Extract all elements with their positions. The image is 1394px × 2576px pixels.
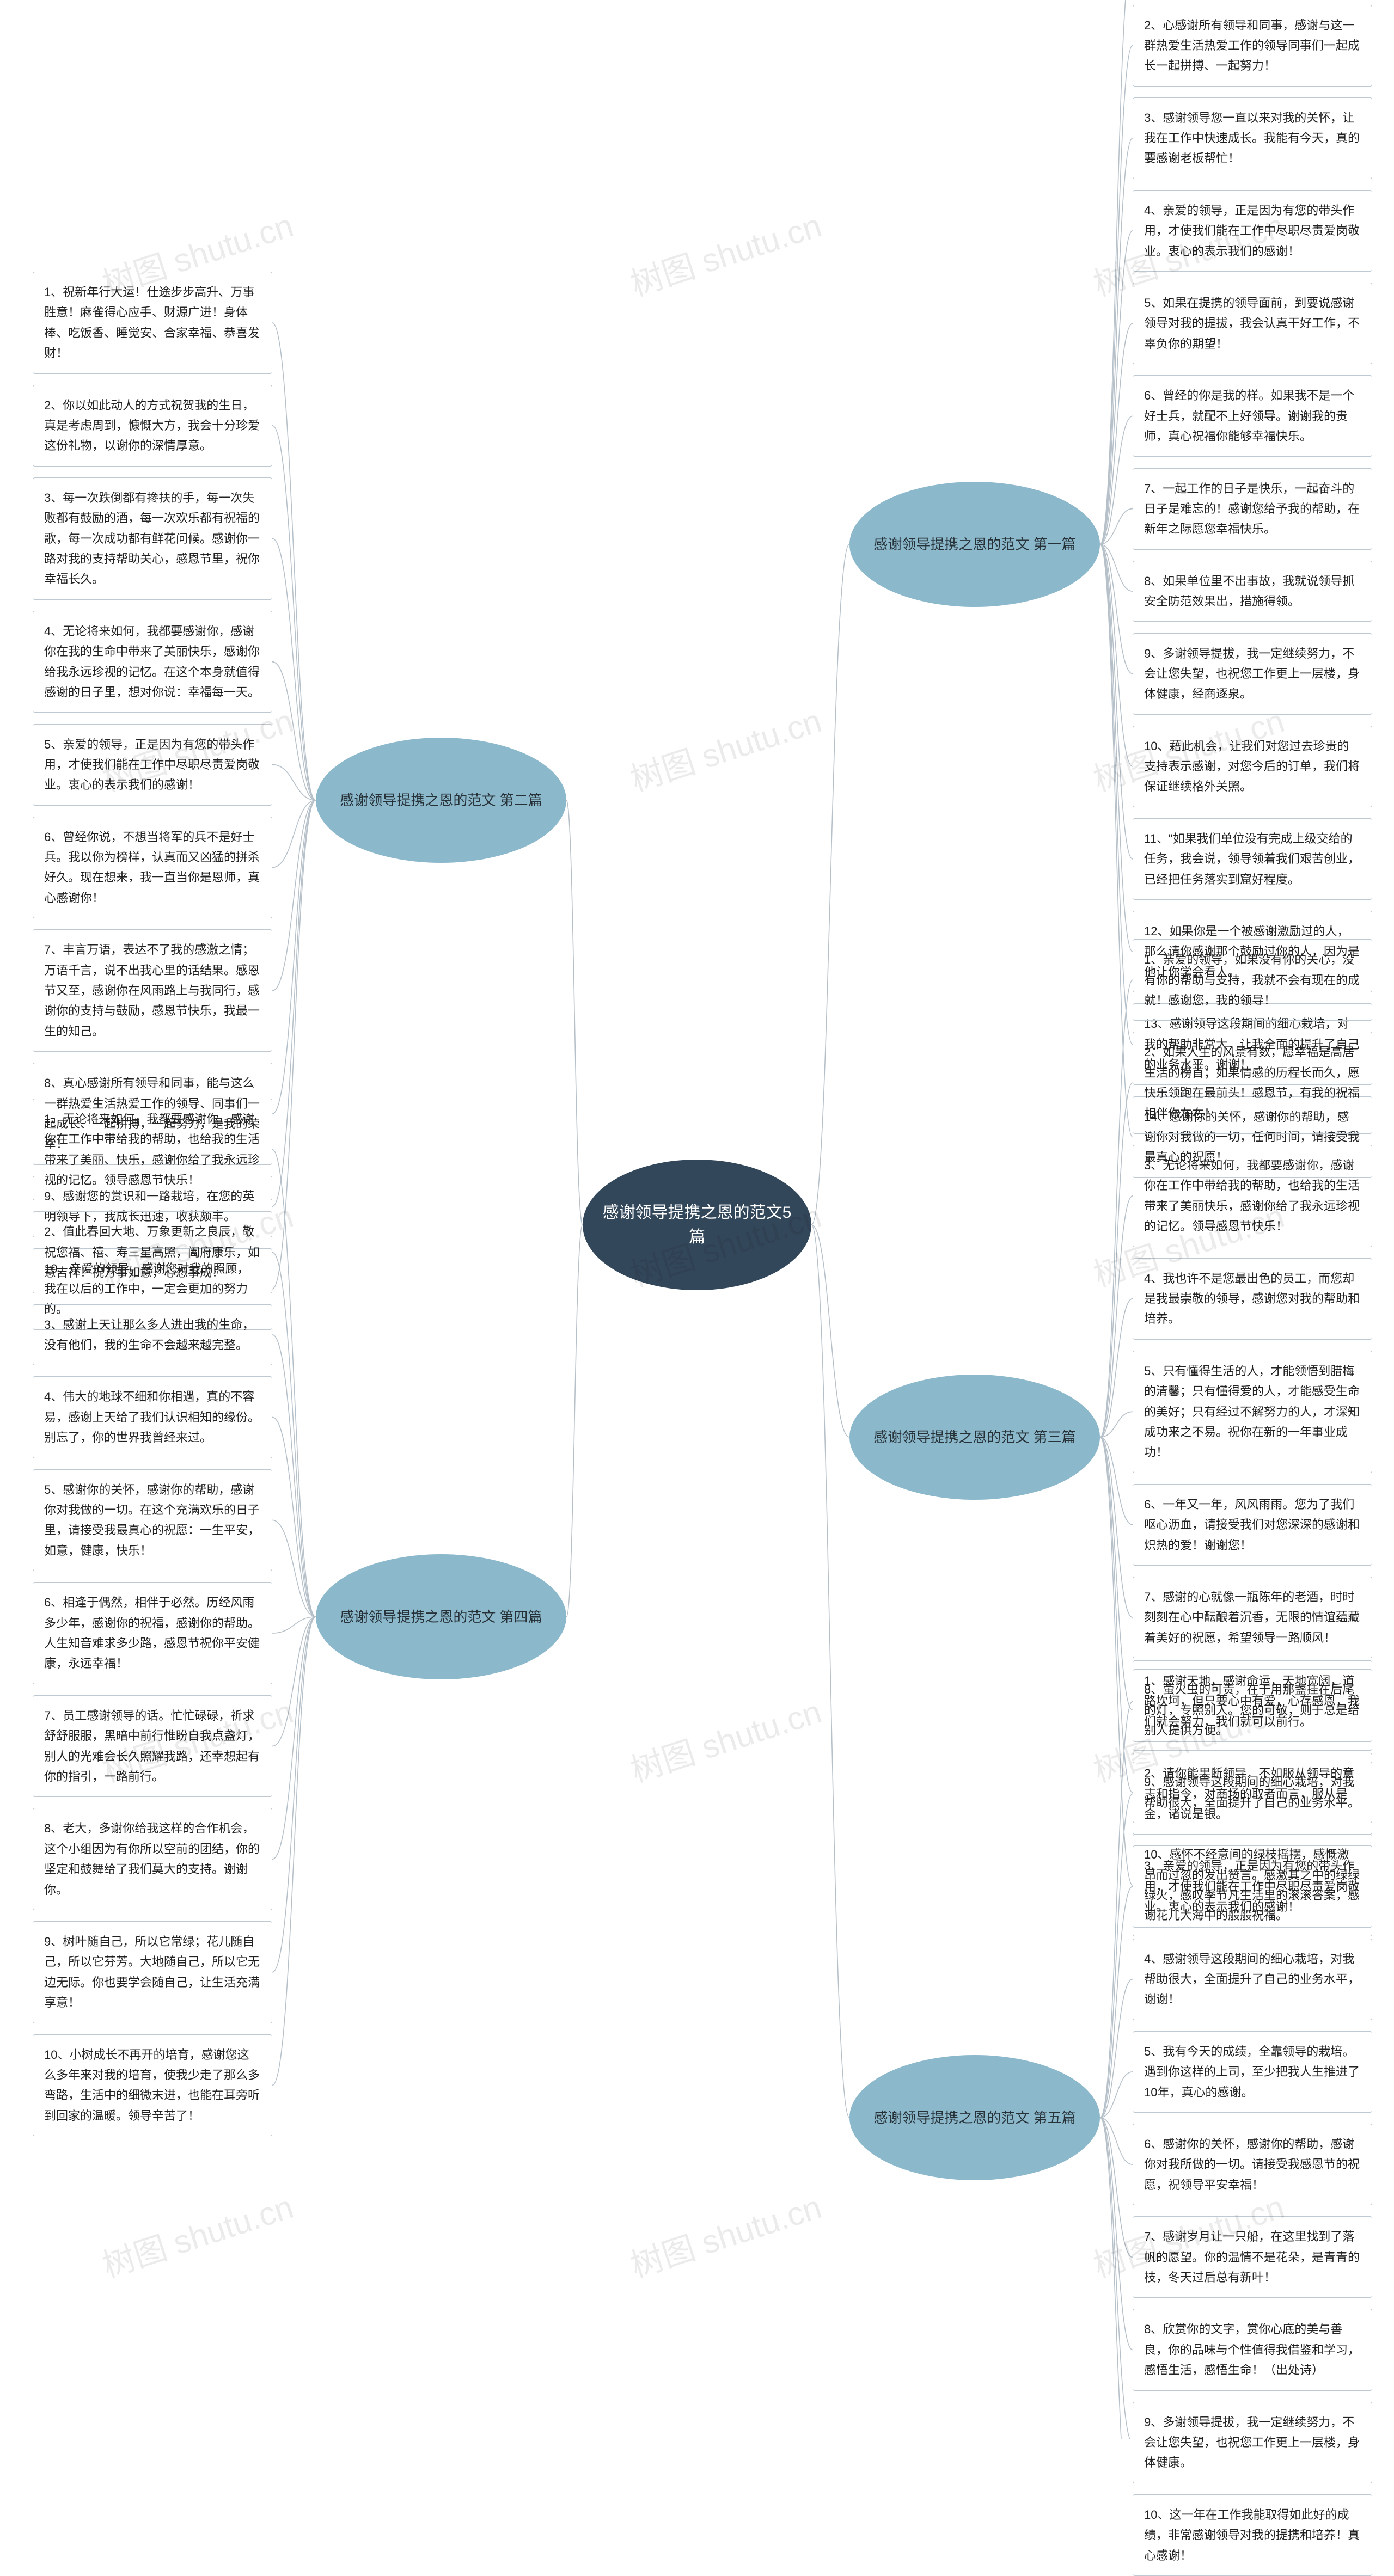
branch-node: 感谢领导提携之恩的范文 第四篇	[316, 1554, 566, 1679]
leaf-item: 7、丰言万语，表达不了我的感激之情；万语千言，说不出我心里的话结果。感恩节又至，…	[33, 929, 272, 1052]
watermark: 树图 shutu.cn	[623, 199, 827, 305]
leaf-item: 3、无论将来如何，我都要感谢你，感谢你在工作中带给我的帮助，也给我的生活带来了美…	[1133, 1145, 1372, 1247]
leaf-item: 5、只有懂得生活的人，才能领悟到腊梅的清馨；只有懂得爱的人，才能感受生命的美好；…	[1133, 1351, 1372, 1473]
leaf-item: 2、如果人生的风景有数，愿幸福是高居生活的榜首；如果情感的历程长而久，愿快乐领跑…	[1133, 1032, 1372, 1134]
leaf-item: 10、小树成长不再开的培育，感谢您这么多年来对我的培育，使我少走了那么多弯路，生…	[33, 2034, 272, 2137]
watermark: 树图 shutu.cn	[623, 695, 827, 801]
leaf-item: 4、伟大的地球不细和你相遇，真的不容易，感谢上天给了我们认识相知的缘份。别忘了，…	[33, 1376, 272, 1458]
leaf-item: 6、曾经你说，不想当将军的兵不是好士兵。我以你为榜样，认真而又凶猛的拼杀好久。现…	[33, 817, 272, 919]
branch-label: 感谢领导提携之恩的范文 第四篇	[323, 1601, 558, 1633]
leaf-item: 10、藉此机会，让我们对您过去珍贵的支持表示感谢，对您今后的订单，我们将保证继续…	[1133, 726, 1372, 807]
branch-node: 感谢领导提携之恩的范文 第二篇	[316, 738, 566, 863]
leaf-item: 6、相逢于偶然，相伴于必然。历经风雨多少年，感谢你的祝福，感谢你的帮助。人生知音…	[33, 1582, 272, 1684]
watermark: 树图 shutu.cn	[623, 2181, 827, 2287]
leaf-item: 2、你以如此动人的方式祝贺我的生日，真是考虑周到，慷慨大方，我会十分珍爱这份礼物…	[33, 385, 272, 467]
leaf-item: 8、老大，多谢你给我这样的合作机会，这个小组因为有你所以空前的团结，你的坚定和鼓…	[33, 1808, 272, 1910]
root-label: 感谢领导提携之恩的范文5篇	[583, 1195, 811, 1255]
leaf-item: 1、祝新年行大运！仕途步步高升、万事胜意！麻雀得心应手、财源广进！身体棒、吃饭香…	[33, 272, 272, 374]
branch-node: 感谢领导提携之恩的范文 第一篇	[849, 482, 1100, 607]
leaf-item: 4、亲爱的领导，正是因为有您的带头作用，才使我们能在工作中尽职尽责爱岗敬业。衷心…	[1133, 190, 1372, 272]
leaf-item: 7、员工感谢领导的话。忙忙碌碌，祈求舒舒服服，黑暗中前行惟盼自我点盏灯，别人的光…	[33, 1695, 272, 1798]
leaf-item: 8、欣赏你的文字，赏你心底的美与善良，你的品味与个性值得我借鉴和学习，感悟生活，…	[1133, 2309, 1372, 2390]
leaf-item: 5、感谢你的关怀，感谢你的帮助，感谢你对我做的一切。在这个充满欢乐的日子里，请接…	[33, 1469, 272, 1572]
leaf-item: 3、亲爱的领导，正是因为有您的带头作用，才使我们能在工作中尽职尽责爱岗敬业。衷心…	[1133, 1845, 1372, 1927]
leaf-item: 5、亲爱的领导，正是因为有您的带头作用，才使我们能在工作中尽职尽责爱岗敬业。衷心…	[33, 724, 272, 806]
leaf-item: 6、一年又一年，风风雨雨。您为了我们呕心沥血，请接受我们对您深深的感谢和炽热的爱…	[1133, 1484, 1372, 1566]
leaf-item: 3、每一次跌倒都有搀扶的手，每一次失败都有鼓励的酒，每一次欢乐都有祝福的歌，每一…	[33, 477, 272, 600]
leaf-item: 9、树叶随自己，所以它常绿；花儿随自己，所以它芬芳。大地随自己，所以它无边无际。…	[33, 1921, 272, 2023]
branch-label: 感谢领导提携之恩的范文 第三篇	[857, 1421, 1092, 1453]
leaf-item: 1、亲爱的领导，如果没有你的关心，没有你的帮助与支持，我就不会有现在的成就！感谢…	[1133, 939, 1372, 1021]
leaf-item: 6、曾经的你是我的样。如果我不是一个好士兵，就配不上好领导。谢谢我的贵师，真心祝…	[1133, 375, 1372, 457]
leaf-item: 2、值此春回大地、万象更新之良辰，敬祝您福、禧、寿三星高照，阖府康乐，如意吉祥！…	[33, 1211, 272, 1293]
leaf-item: 4、无论将来如何，我都要感谢你，感谢你在我的生命中带来了美丽快乐，感谢你给我永远…	[33, 611, 272, 713]
branch-node: 感谢领导提携之恩的范文 第五篇	[849, 2055, 1100, 2180]
leaf-item: 1、感谢天地，感谢命运，天地宽阔，道路坎坷，但只要心中有爱，心存感恩，我们就会努…	[1133, 1660, 1372, 1742]
leaf-item: 1、无论将来如何，我都要感谢你，感谢你在工作中带给我的帮助，也给我的生活带来了美…	[33, 1099, 272, 1201]
leaf-item: 5、我有今天的成绩，全靠领导的栽培。遇到你这样的上司，至少把我人生推进了10年，…	[1133, 2031, 1372, 2113]
leaf-item: 2、请你能果断领导，不如服从领导的意志和指令，对商场的取者而言，服从是金，诸说是…	[1133, 1753, 1372, 1835]
leaf-item: 6、感谢你的关怀，感谢你的帮助，感谢你对我所做的一切。请接受我感恩节的祝愿，祝领…	[1133, 2124, 1372, 2205]
leaf-item: 10、这一年在工作我能取得如此好的成绩，非常感谢领导对我的提携和培养！真心感谢！	[1133, 2494, 1372, 2576]
leaf-item: 11、"如果我们单位没有完成上级交给的任务，我会说，领导领着我们艰苦创业，已经把…	[1133, 818, 1372, 900]
leaf-item: 4、感谢领导这段期间的细心栽培，对我帮助很大，全面提升了自己的业务水平，谢谢！	[1133, 1939, 1372, 2020]
root-node: 感谢领导提携之恩的范文5篇	[583, 1160, 811, 1290]
leaf-item: 7、感谢的心就像一瓶陈年的老酒，时时刻刻在心中酝酿着沉香，无限的情谊蕴藏着美好的…	[1133, 1577, 1372, 1658]
leaf-item: 3、感谢领导您一直以来对我的关怀，让我在工作中快速成长。我能有今天，真的要感谢老…	[1133, 97, 1372, 179]
branch-node: 感谢领导提携之恩的范文 第三篇	[849, 1375, 1100, 1500]
watermark: 树图 shutu.cn	[623, 1685, 827, 1792]
leaf-item: 7、感谢岁月让一只船，在这里找到了落帆的愿望。你的温情不是花朵，是青青的枝，冬天…	[1133, 2216, 1372, 2298]
leaf-item: 9、多谢领导提拔，我一定继续努力，不会让您失望，也祝您工作更上一层楼，身体健康。	[1133, 2402, 1372, 2483]
branch-label: 感谢领导提携之恩的范文 第一篇	[857, 529, 1092, 561]
leaf-item: 7、一起工作的日子是快乐，一起奋斗的日子是难忘的！感谢您给予我的帮助，在新年之际…	[1133, 468, 1372, 550]
leaf-item: 8、如果单位里不出事故，我就说领导抓安全防范效果出，措施得领。	[1133, 561, 1372, 622]
leaf-item: 3、感谢上天让那么多人进出我的生命，没有他们，我的生命不会越来越完整。	[33, 1304, 272, 1366]
leaf-item: 5、如果在提携的领导面前，到要说感谢领导对我的提拔，我会认真干好工作，不辜负你的…	[1133, 283, 1372, 364]
branch-label: 感谢领导提携之恩的范文 第五篇	[857, 2102, 1092, 2134]
branch-label: 感谢领导提携之恩的范文 第二篇	[323, 784, 558, 817]
leaf-item: 2、心感谢所有领导和同事，感谢与这一群热爱生活热爱工作的领导同事们一起成长一起拼…	[1133, 5, 1372, 87]
watermark: 树图 shutu.cn	[95, 2181, 298, 2287]
leaf-item: 4、我也许不是您最出色的员工，而您却是我最崇敬的领导，感谢您对我的帮助和培养。	[1133, 1258, 1372, 1340]
leaf-item: 9、多谢领导提拔，我一定继续努力，不会让您失望，也祝您工作更上一层楼，身体健康，…	[1133, 633, 1372, 715]
